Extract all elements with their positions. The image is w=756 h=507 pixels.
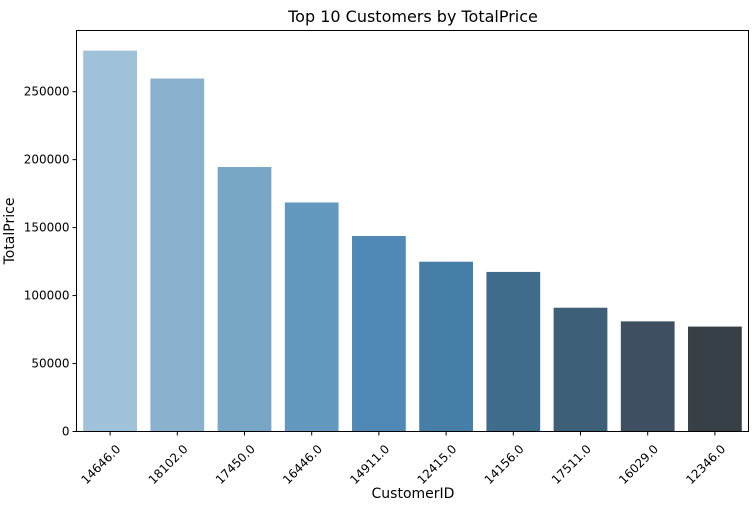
x-tick-label: 17450.0 [213, 442, 258, 487]
x-tick-label: 14911.0 [347, 442, 392, 487]
x-tick-label: 16029.0 [616, 442, 661, 487]
y-tick-label: 250000 [24, 85, 70, 99]
y-tick-label: 0 [62, 425, 70, 439]
y-tick-label: 100000 [24, 289, 70, 303]
y-tick-label: 200000 [24, 153, 70, 167]
bar-14646.0 [83, 50, 137, 432]
x-tick-label: 14156.0 [482, 442, 527, 487]
y-axis: 0 50000 100000 150000 200000 250000 [24, 85, 77, 439]
chart-title: Top 10 Customers by TotalPrice [287, 7, 538, 26]
x-axis-label: CustomerID [372, 486, 455, 502]
bar-12346.0 [688, 326, 742, 432]
bar-16446.0 [284, 202, 339, 432]
y-axis-label: TotalPrice [2, 198, 18, 266]
plot-frame [76, 30, 749, 432]
x-tick-label: 18102.0 [146, 442, 191, 487]
x-tick-label: 17511.0 [549, 442, 594, 487]
bar-17450.0 [217, 167, 272, 432]
x-tick-label: 12415.0 [414, 442, 459, 487]
y-tick-label: 50000 [31, 357, 69, 371]
x-axis: 14646.0 18102.0 17450.0 16446.0 14911.0 12415… [78, 431, 728, 487]
bar-12415.0 [419, 261, 473, 432]
x-tick-label: 16446.0 [280, 442, 325, 487]
bar-14156.0 [486, 271, 541, 432]
bar-18102.0 [150, 78, 205, 432]
bar-17511.0 [553, 307, 608, 432]
bar-16029.0 [620, 321, 675, 432]
y-tick-label: 150000 [24, 221, 70, 235]
x-tick-label: 14646.0 [78, 442, 123, 487]
x-tick-label: 12346.0 [683, 442, 728, 487]
bars-group [83, 50, 742, 432]
bar-14911.0 [352, 236, 406, 432]
